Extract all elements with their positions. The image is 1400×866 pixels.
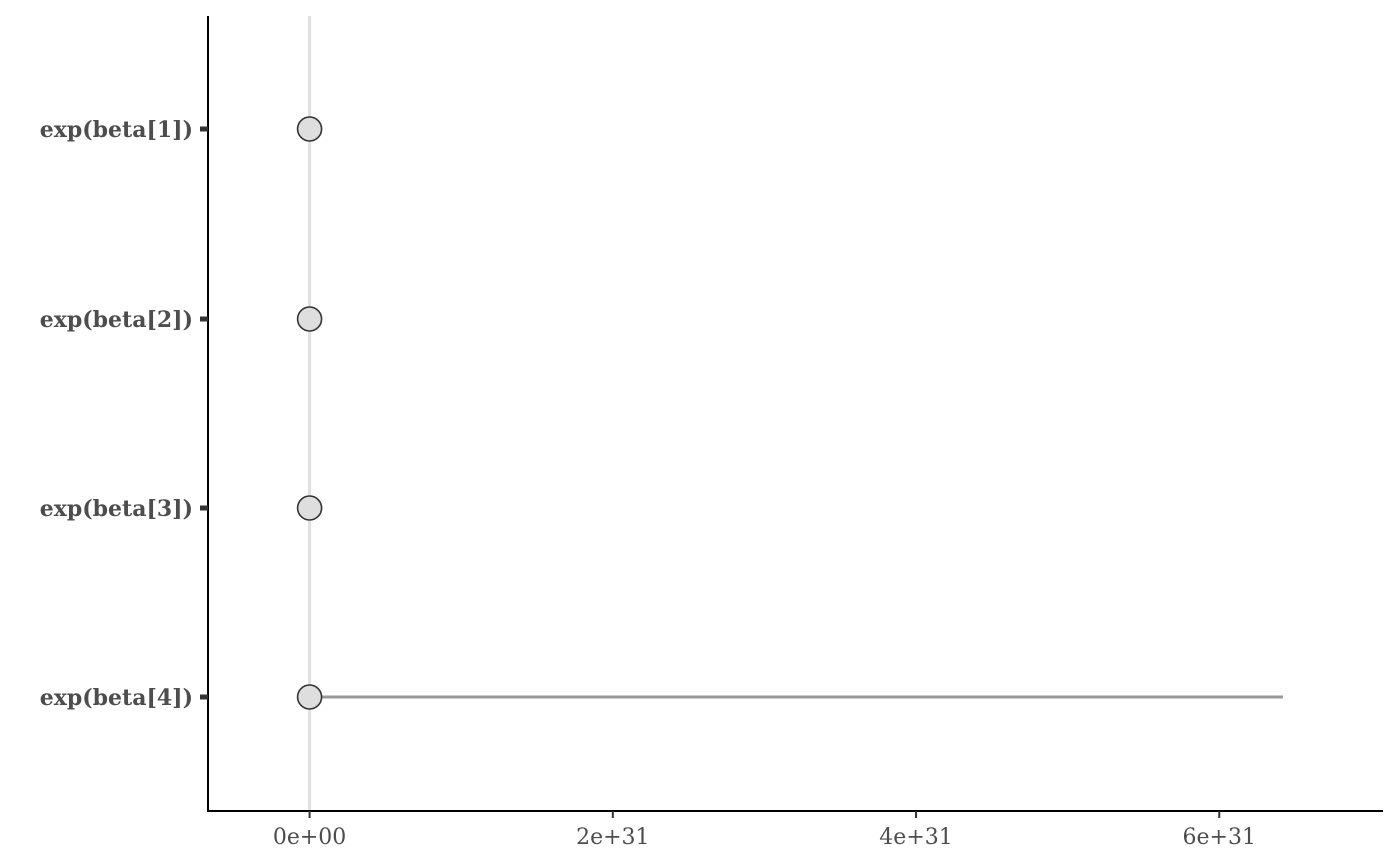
point-estimate xyxy=(296,306,323,332)
point-estimate xyxy=(296,495,323,521)
x-tick-label: 6e+31 xyxy=(1183,825,1256,850)
x-tick-label: 0e+00 xyxy=(273,825,346,850)
x-tick-label: 2e+31 xyxy=(576,825,649,850)
point-estimate xyxy=(296,684,323,710)
y-tick-label: exp(beta[1]) xyxy=(40,117,193,143)
point-estimate xyxy=(296,116,323,142)
y-tick-label: exp(beta[4]) xyxy=(40,685,193,711)
y-tick-label: exp(beta[2]) xyxy=(40,307,193,333)
x-tick-label: 4e+31 xyxy=(879,825,952,850)
y-tick-label: exp(beta[3]) xyxy=(40,496,193,522)
